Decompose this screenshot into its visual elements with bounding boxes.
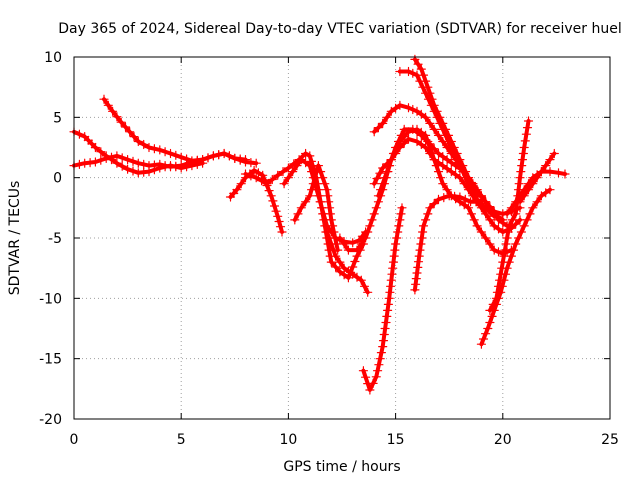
series-arc-9	[358, 203, 407, 395]
series-arc-16	[410, 191, 486, 295]
y-tick-label: 0	[53, 171, 62, 187]
series-markers	[410, 191, 486, 295]
x-tick-label: 25	[601, 432, 619, 448]
y-tick-label: -10	[39, 291, 62, 307]
series-markers	[290, 161, 343, 255]
x-tick-label: 5	[177, 432, 186, 448]
y-tick-label: -20	[39, 412, 62, 428]
series-markers	[322, 227, 373, 297]
data-series	[69, 54, 570, 395]
series-arc-3	[99, 94, 261, 168]
series-arc-20	[515, 148, 559, 207]
y-tick-label: -15	[39, 352, 62, 368]
y-tick-label: 10	[44, 50, 62, 66]
x-tick-label: 10	[279, 432, 297, 448]
x-tick-label: 15	[387, 432, 405, 448]
series-markers	[485, 116, 534, 315]
series-markers	[358, 203, 407, 395]
chart-title: Day 365 of 2024, Sidereal Day-to-day VTE…	[58, 21, 621, 37]
series-arc-8	[322, 227, 373, 297]
y-tick-label: -5	[48, 231, 62, 247]
y-axis-label: SDTVAR / TECUs	[7, 181, 23, 296]
y-tick-label: 5	[53, 110, 62, 126]
y-tick-labels: -20 -15 -10 -5 0 5 10	[39, 50, 62, 428]
series-markers	[515, 148, 559, 207]
plot-frame	[73, 56, 611, 420]
x-tick-label: 0	[70, 432, 79, 448]
series-arc-7	[290, 161, 343, 255]
x-tick-labels: 0 5 10 15 20 25	[70, 432, 619, 448]
series-markers	[99, 94, 261, 168]
x-axis-label: GPS time / hours	[283, 459, 400, 475]
series-arc-18	[485, 116, 534, 315]
x-tick-label: 20	[494, 432, 512, 448]
